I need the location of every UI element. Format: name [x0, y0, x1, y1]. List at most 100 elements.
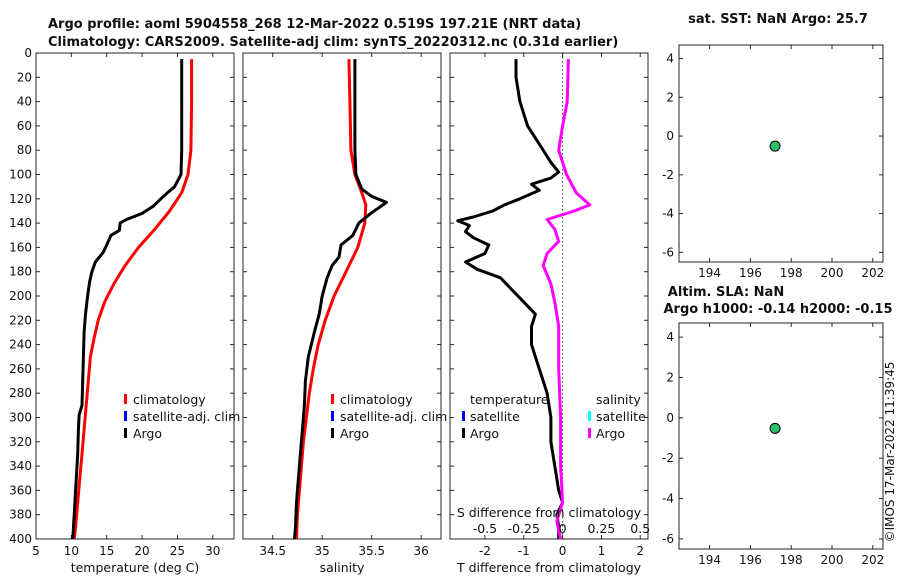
legend-swatch — [331, 394, 334, 404]
sla_marker-xtick-label: 202 — [861, 553, 884, 567]
sst-panel: 4 2 0 -2 -4 -6 194 196 198 200 202 — [662, 44, 884, 280]
depth-tick-label: 0 — [24, 46, 32, 60]
sst_marker-ytick-label: 2 — [666, 90, 674, 104]
sla_marker-ytick-label: 0 — [666, 411, 674, 425]
salinity-xtick-label: 35.5 — [358, 544, 385, 558]
title-line-2: Climatology: CARS2009. Satellite-adj cli… — [48, 35, 618, 50]
temperature-xtick-label: 10 — [64, 544, 79, 558]
difference-xtick-label: -2 — [479, 544, 491, 558]
temperature-panel: 0 20 40 60 80 100 120 140 160 180 200 220 240 260 280 3… — [9, 46, 240, 575]
difference-xlabel: T difference from climatology — [456, 560, 642, 575]
legend-swatch — [331, 411, 334, 421]
sla-title-1: Altim. SLA: NaN — [668, 285, 784, 300]
temperature-axes-box — [35, 52, 235, 540]
legend-label: climatology — [340, 392, 413, 407]
depth-tick-label: 280 — [9, 386, 32, 400]
legend-title-temperature: temperature — [470, 392, 549, 407]
temperature-xtick-label: 5 — [32, 544, 40, 558]
sst-title: sat. SST: NaN Argo: 25.7 — [688, 12, 868, 27]
sst_marker-xtick-label: 198 — [780, 266, 803, 280]
legend-label: Argo — [340, 426, 369, 441]
depth-tick-label: 400 — [9, 532, 32, 546]
sst_marker-ytick-label: 0 — [666, 129, 674, 143]
depth-tick-label: 340 — [9, 459, 32, 473]
legend-swatch — [462, 411, 465, 421]
salinity-diff-tick-label: -0.5 — [473, 521, 497, 536]
location-marker — [769, 422, 781, 434]
sla_marker-ytick-label: 4 — [666, 330, 674, 344]
sst_marker-ytick-label: 4 — [666, 52, 674, 66]
depth-tick-label: 80 — [17, 143, 32, 157]
salinity-xtick-label: 35 — [315, 544, 330, 558]
difference-xtick-label: -1 — [518, 544, 530, 558]
depth-tick-label: 220 — [9, 313, 32, 327]
legend-swatch — [124, 394, 127, 404]
series-t-argo — [456, 59, 565, 539]
depth-tick-label: 40 — [17, 95, 32, 109]
temperature-xtick-label: 25 — [170, 544, 185, 558]
depth-tick-label: 360 — [9, 483, 32, 497]
sla_marker-ytick-label: 2 — [666, 370, 674, 384]
sla_marker-ytick-label: -6 — [662, 532, 674, 546]
series-s-argo — [541, 59, 592, 540]
depth-tick-label: 100 — [9, 168, 32, 182]
difference-panel: -2 -1 0 1 2 T difference from climatology temp… — [449, 52, 650, 575]
legend-label: satellite-adj. clim — [133, 409, 240, 424]
legend-swatch — [124, 411, 127, 421]
temperature-xtick-label: 15 — [99, 544, 114, 558]
series-argo — [293, 59, 388, 540]
sst_marker-axes-box — [678, 44, 884, 263]
depth-tick-label: 260 — [9, 362, 32, 376]
sst_marker-xtick-label: 200 — [821, 266, 844, 280]
legend-label: Argo — [470, 426, 499, 441]
depth-tick-label: 200 — [9, 289, 32, 303]
depth-tick-label: 300 — [9, 411, 32, 425]
legend-swatch — [124, 428, 127, 438]
sla_marker-ytick-label: -2 — [662, 451, 674, 465]
legend-swatch — [462, 428, 465, 438]
location-marker — [769, 140, 781, 152]
salinity-diff-axis-label: S difference from climatology — [457, 505, 642, 520]
depth-tick-label: 160 — [9, 240, 32, 254]
difference-axes-box — [449, 52, 649, 540]
sst_marker-xtick-label: 202 — [861, 266, 884, 280]
salinity-diff-tick-label: 0.25 — [587, 521, 615, 536]
difference-xtick-label: 1 — [598, 544, 606, 558]
legend-label: satellite — [596, 409, 646, 424]
sst_marker-ytick-label: -6 — [662, 245, 674, 259]
temperature-xtick-label: 20 — [134, 544, 149, 558]
legend-label: satellite-adj. clim — [340, 409, 447, 424]
depth-tick-label: 320 — [9, 435, 32, 449]
series-argo — [71, 59, 184, 540]
depth-tick-label: 120 — [9, 192, 32, 206]
temperature-xlabel: temperature (deg C) — [71, 560, 200, 575]
depth-tick-label: 20 — [17, 70, 32, 84]
sla-title-2: Argo h1000: -0.14 h2000: -0.15 — [663, 302, 892, 317]
salinity-xtick-label: 34.5 — [259, 544, 286, 558]
sst_marker-xtick-label: 194 — [698, 266, 721, 280]
sla_marker-xtick-label: 198 — [780, 553, 803, 567]
legend-title-salinity: salinity — [596, 392, 641, 407]
sla_marker-xtick-label: 194 — [698, 553, 721, 567]
sla_marker-xtick-label: 200 — [821, 553, 844, 567]
salinity-panel: 34.5 35 35.5 36 salinity climatology satellite… — [242, 52, 447, 575]
salinity-diff-tick-label: 0.5 — [630, 521, 650, 536]
salinity-diff-tick-label: 0 — [559, 521, 567, 536]
depth-tick-label: 180 — [9, 265, 32, 279]
legend-swatch — [588, 411, 591, 421]
sla_marker-axes-box — [678, 322, 884, 550]
timestamp: ©IMOS 17-Mar-2022 11:39:45 — [883, 362, 897, 543]
salinity-xlabel: salinity — [320, 560, 365, 575]
title-line-1: Argo profile: aoml 5904558_268 12-Mar-20… — [48, 17, 581, 32]
depth-tick-label: 240 — [9, 338, 32, 352]
series-climatology — [72, 59, 194, 540]
salinity-diff-tick-label: -0.25 — [508, 521, 540, 536]
sst_marker-xtick-label: 196 — [739, 266, 762, 280]
legend-label: satellite — [470, 409, 520, 424]
sst_marker-ytick-label: -2 — [662, 168, 674, 182]
legend-swatch — [588, 428, 591, 438]
salinity-xtick-label: 36 — [414, 544, 429, 558]
sla-panel: 4 2 0 -2 -4 -6 194 196 198 200 202 — [662, 322, 884, 567]
sla_marker-xtick-label: 196 — [739, 553, 762, 567]
